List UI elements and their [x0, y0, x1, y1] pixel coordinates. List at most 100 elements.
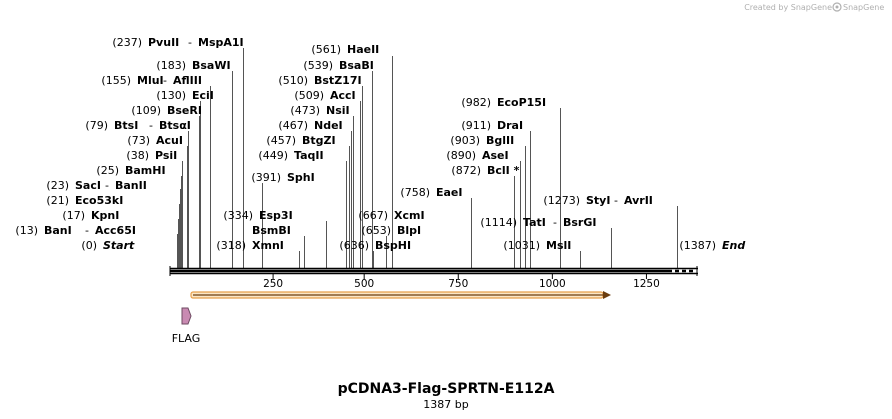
- cut-site-name: BsaWI: [192, 59, 231, 72]
- cut-site-separator: -: [85, 224, 89, 237]
- cut-site-asei[interactable]: (890) AseI: [446, 149, 508, 162]
- cut-site-name: Esp3I: [259, 209, 293, 222]
- cut-site-ndei[interactable]: (467) NdeI: [278, 119, 342, 132]
- cut-site-ecop15i[interactable]: (982) EcoP15I: [461, 96, 546, 109]
- cut-site-name: KpnI: [91, 209, 119, 222]
- cut-site-mlui[interactable]: (155) MluI - AflIII: [101, 74, 202, 87]
- cut-site-position: (1031): [503, 239, 540, 252]
- cut-site-sphi[interactable]: (391) SphI: [251, 171, 314, 184]
- cut-site-position: (1114): [480, 216, 517, 229]
- cut-site-name: BlpI: [397, 224, 421, 237]
- cut-site-name: DraI: [497, 119, 523, 132]
- axis-tick-label: 1000: [539, 278, 566, 290]
- sequence-backbone: [169, 266, 698, 276]
- snapgene-logo-icon: [832, 2, 842, 12]
- feature-flag-label: FLAG: [172, 332, 201, 345]
- feature-flag[interactable]: FLAG: [172, 307, 201, 345]
- cut-site-separator: -: [149, 119, 153, 132]
- cut-site-nsii[interactable]: (473) NsiI: [290, 104, 349, 117]
- cut-site-name: BanI: [44, 224, 72, 237]
- cut-site-position: (457): [266, 134, 296, 147]
- cut-site-name: EcoP15I: [497, 96, 546, 109]
- cut-site-bseri[interactable]: (109) BseRI: [131, 104, 202, 117]
- axis-tick-label: 500: [354, 278, 374, 290]
- cut-site-isoschizomer: BanII: [115, 179, 147, 192]
- axis-tick-label: 750: [448, 278, 468, 290]
- cut-site-name: BspHI: [375, 239, 411, 252]
- cut-site-name: StyI: [586, 194, 610, 207]
- axis-tick-label: 250: [263, 278, 283, 290]
- cut-site-position: (561): [311, 43, 341, 56]
- cut-site-tati[interactable]: (1114) TatI - BsrGI: [480, 216, 596, 229]
- cut-site-psii[interactable]: (38) PsiI: [126, 149, 177, 162]
- cut-site-ecii[interactable]: (130) EciI: [156, 89, 214, 102]
- cut-site-name: NsiI: [326, 104, 350, 117]
- cut-site-position: (636): [339, 239, 369, 252]
- cut-site-isoschizomer: BtsαI: [159, 119, 191, 132]
- cut-site-bsphi[interactable]: (636) BspHI: [339, 239, 411, 252]
- cut-site-position: (38): [126, 149, 149, 162]
- cut-site-name: TatI: [523, 216, 546, 229]
- cut-site-position: (653): [361, 224, 391, 237]
- cut-site-position: (73): [127, 134, 150, 147]
- axis-ticks: 250 500 750 1000 1250: [263, 274, 660, 290]
- cut-site-name: SacI: [75, 179, 101, 192]
- cut-site-name: BsmBI: [252, 224, 291, 237]
- cut-site-name: BclI *: [487, 164, 520, 177]
- cut-site-separator: -: [188, 36, 192, 49]
- cut-site-xmni[interactable]: (318) XmnI: [216, 239, 283, 252]
- cut-site-blpi[interactable]: (653) BlpI: [361, 224, 421, 237]
- cut-site-msli[interactable]: (1031) MslI: [503, 239, 571, 252]
- cut-site-btsi[interactable]: (79) BtsI - BtsαI: [85, 119, 190, 132]
- cut-site-position: (911): [461, 119, 491, 132]
- cut-site-name: BseRI: [167, 104, 202, 117]
- cut-site-end[interactable]: (1387) End: [679, 239, 745, 252]
- cut-site-position: (758): [400, 186, 430, 199]
- cut-site-position: (510): [278, 74, 308, 87]
- cut-site-name: BtgZI: [302, 134, 336, 147]
- cut-site-start[interactable]: (0) Start: [81, 239, 135, 252]
- cut-site-position: (130): [156, 89, 186, 102]
- cut-site-xcmi[interactable]: (667) XcmI: [358, 209, 424, 222]
- cut-site-separator: -: [614, 194, 618, 207]
- cut-site-esp3i[interactable]: (334) Esp3I: [223, 209, 292, 222]
- cut-site-haeii[interactable]: (561) HaeII: [311, 43, 379, 56]
- cut-site-name: EaeI: [436, 186, 463, 199]
- cut-site-bcli[interactable]: (872) BclI *: [451, 164, 519, 177]
- cut-site-isoschizomer: AvrII: [624, 194, 653, 207]
- cut-site-bstz17i[interactable]: (510) BstZ17I: [278, 74, 361, 87]
- cut-site-name: NdeI: [314, 119, 343, 132]
- cut-site-position: (17): [62, 209, 85, 222]
- cut-site-btgzi[interactable]: (457) BtgZI: [266, 134, 335, 147]
- plasmid-length: 1387 bp: [423, 398, 468, 411]
- cut-site-name: PsiI: [155, 149, 177, 162]
- cut-site-bglii[interactable]: (903) BglII: [450, 134, 514, 147]
- cut-site-bsabi[interactable]: (539) BsaBI: [303, 59, 373, 72]
- cut-site-isoschizomer: BsrGI: [563, 216, 596, 229]
- cut-site-position: (25): [96, 164, 119, 177]
- flag-feature-arrow-icon[interactable]: [181, 307, 192, 325]
- cut-site-bsmbi[interactable]: BsmBI: [252, 224, 291, 237]
- cut-site-bamhi[interactable]: (25) BamHI: [96, 164, 165, 177]
- cut-site-saci[interactable]: (23) SacI - BanII: [46, 179, 146, 192]
- plasmid-title: pCDNA3-Flag-SPRTN-E112A: [338, 381, 555, 397]
- cut-site-name: XmnI: [252, 239, 284, 252]
- cut-site-bsawi[interactable]: (183) BsaWI: [156, 59, 230, 72]
- cut-site-eco53ki[interactable]: (21) Eco53kI: [46, 194, 123, 207]
- cut-site-pvuii[interactable]: (237) PvuII - MspA1I: [112, 36, 243, 49]
- cut-site-name: XcmI: [394, 209, 425, 222]
- cut-site-eaei[interactable]: (758) EaeI: [400, 186, 462, 199]
- cut-site-separator: -: [105, 179, 109, 192]
- cut-site-styi[interactable]: (1273) StyI - AvrII: [543, 194, 652, 207]
- cut-site-position: (391): [251, 171, 281, 184]
- cut-site-separator: -: [553, 216, 557, 229]
- cut-site-bani[interactable]: (13) BanI - Acc65I: [15, 224, 136, 237]
- cut-site-acui[interactable]: (73) AcuI: [127, 134, 183, 147]
- cut-site-kpni[interactable]: (17) KpnI: [62, 209, 119, 222]
- cut-site-position: (539): [303, 59, 333, 72]
- cut-site-acci[interactable]: (509) AccI: [294, 89, 355, 102]
- cut-site-position: (467): [278, 119, 308, 132]
- cut-site-taqii[interactable]: (449) TaqII: [258, 149, 323, 162]
- cut-site-drai[interactable]: (911) DraI: [461, 119, 523, 132]
- cut-site-position: (79): [85, 119, 108, 132]
